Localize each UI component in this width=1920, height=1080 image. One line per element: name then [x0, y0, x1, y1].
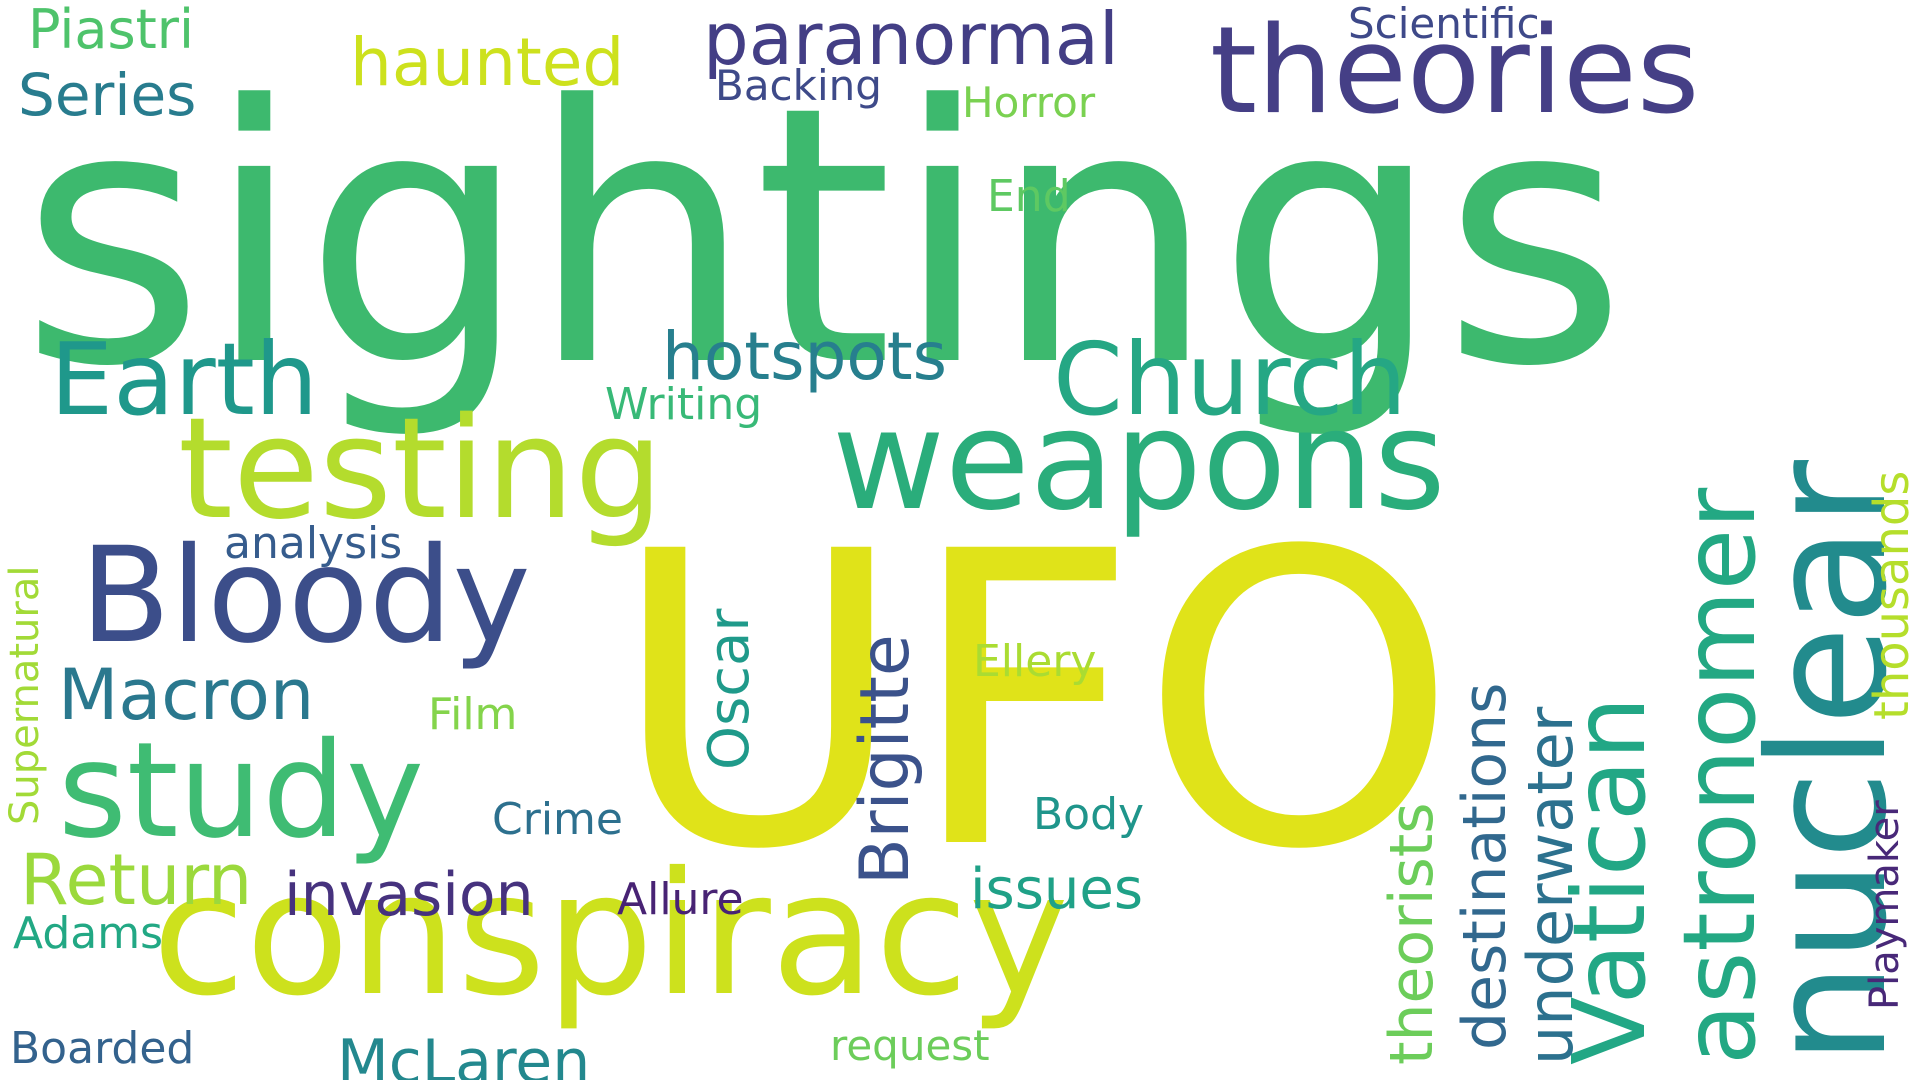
word-backing: Backing — [715, 61, 882, 110]
word-ufo: UFO — [610, 466, 1459, 938]
word-thousands: thousands — [1864, 470, 1920, 720]
word-sightings: sightings — [20, 30, 1628, 444]
word-conspiracy: conspiracy — [152, 836, 1070, 1034]
word-theorists: theorists — [1377, 802, 1447, 1065]
word-bloody: Bloody — [80, 519, 531, 673]
word-end: End — [987, 171, 1071, 222]
word-film: Film — [428, 689, 518, 740]
word-playmaker: Playmaker — [1862, 800, 1908, 1010]
word-invasion: invasion — [284, 860, 534, 930]
word-return: Return — [20, 839, 253, 921]
word-crime: Crime — [492, 794, 623, 845]
word-series: Series — [18, 61, 197, 129]
word-paranormal: paranormal — [703, 0, 1119, 81]
word-weapons: weapons — [832, 380, 1446, 541]
word-writing: Writing — [605, 379, 763, 430]
word-mclaren: McLaren — [337, 1027, 591, 1080]
word-testing: testing — [178, 388, 664, 551]
word-destinations: destinations — [1450, 682, 1520, 1050]
word-earth: Earth — [50, 321, 319, 438]
word-church: Church — [1053, 321, 1407, 438]
word-horror: Horror — [962, 78, 1096, 127]
word-oscar: Oscar — [697, 608, 762, 770]
word-brigitte: Brigitte — [846, 634, 925, 885]
word-issues: issues — [970, 857, 1144, 922]
word-ellery: Ellery — [973, 636, 1097, 687]
word-allure: Allure — [617, 874, 744, 925]
word-hotspots: hotspots — [662, 318, 948, 395]
word-astronomer: astronomer — [1661, 487, 1778, 1065]
word-analysis: analysis — [224, 518, 403, 569]
word-haunted: haunted — [350, 24, 625, 101]
word-body: Body — [1033, 789, 1145, 840]
word-supernatural: Supernatural — [2, 565, 48, 825]
word-theories: theories — [1210, 2, 1700, 141]
word-macron: Macron — [58, 654, 315, 736]
word-request: request — [830, 1021, 990, 1070]
word-piastri: Piastri — [28, 0, 194, 61]
word-scientific: Scientific — [1348, 0, 1540, 48]
word-boarded: Boarded — [10, 1023, 195, 1074]
word-study: study — [58, 714, 425, 868]
word-adams: Adams — [13, 908, 164, 959]
word-underwater: underwater — [1514, 706, 1587, 1065]
